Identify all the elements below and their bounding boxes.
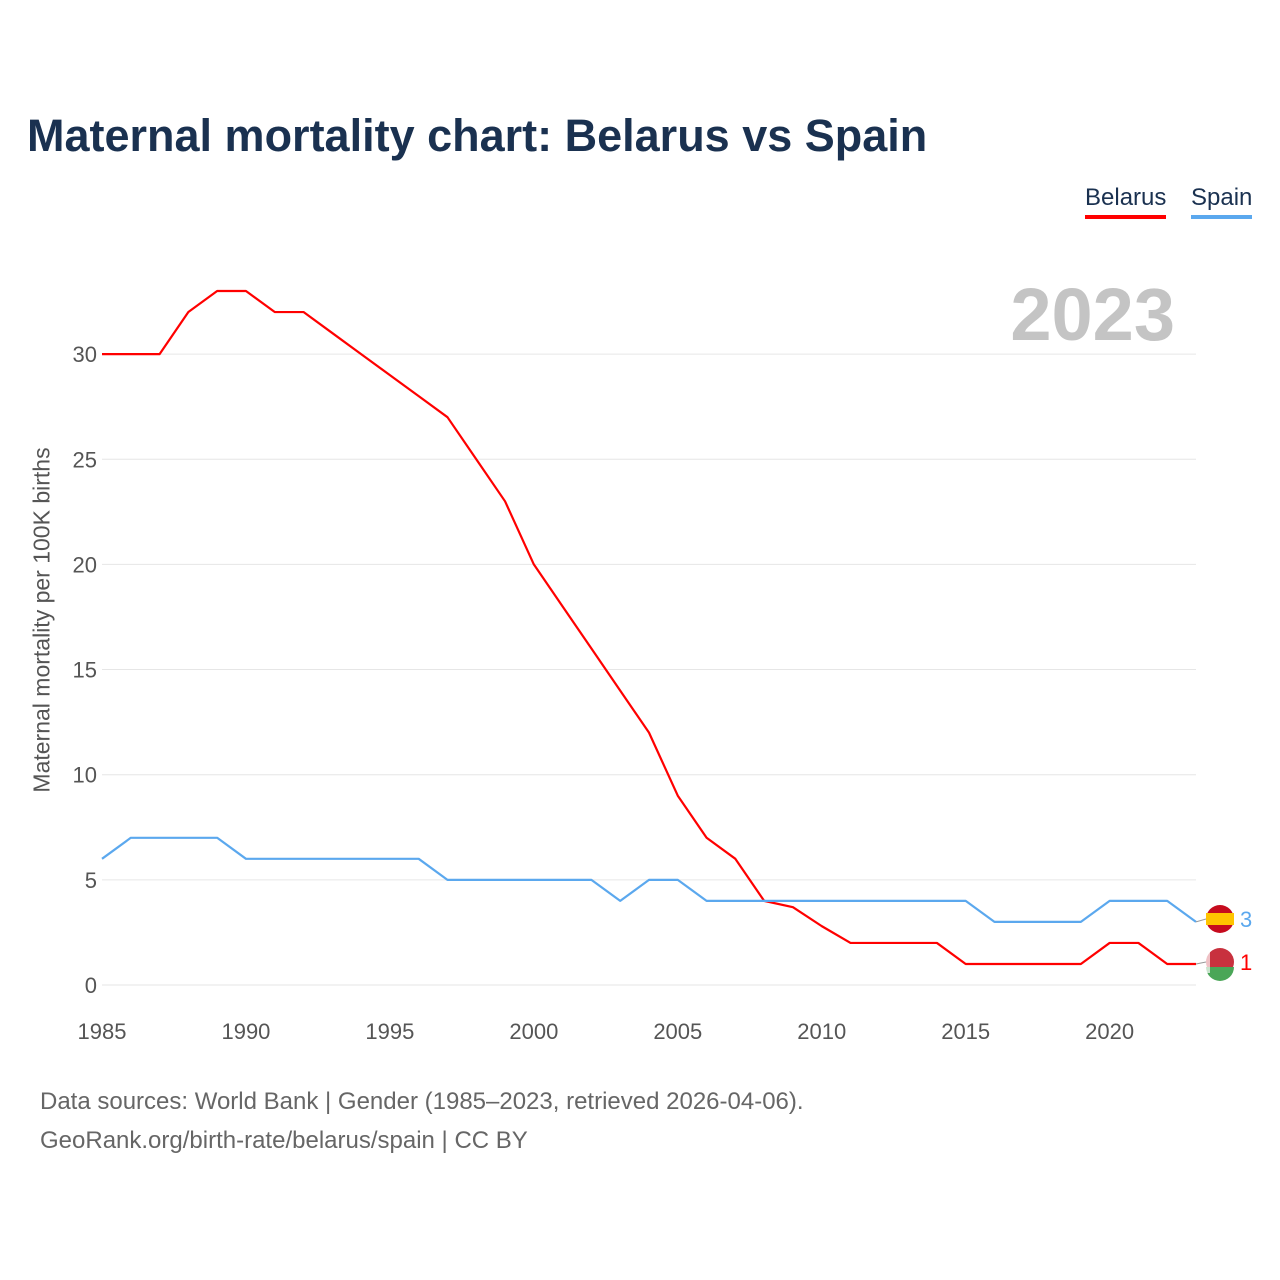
- x-tick-label: 2020: [1085, 1019, 1134, 1044]
- y-tick-label: 0: [85, 973, 97, 998]
- end-value-label: 1: [1240, 950, 1252, 975]
- spain-flag-yellow: [1206, 913, 1234, 925]
- x-tick-label: 1985: [78, 1019, 127, 1044]
- footer-link[interactable]: GeoRank.org/birth-rate/belarus/spain | C…: [40, 1127, 528, 1154]
- end-connector: [1195, 961, 1207, 965]
- end-value-label: 3: [1240, 907, 1252, 932]
- x-tick-label: 2010: [797, 1019, 846, 1044]
- chart-title: Maternal mortality chart: Belarus vs Spa…: [27, 110, 928, 161]
- end-connector: [1195, 918, 1207, 923]
- x-tick-label: 1990: [221, 1019, 270, 1044]
- x-tick-label: 2015: [941, 1019, 990, 1044]
- legend-spain[interactable]: Spain: [1191, 184, 1253, 219]
- x-tick-label: 2000: [509, 1019, 558, 1044]
- series-line-spain: [101, 836, 1197, 924]
- x-tick-label: 2005: [653, 1019, 702, 1044]
- y-tick-label: 20: [73, 552, 97, 577]
- x-tick-label: 1995: [365, 1019, 414, 1044]
- footer-sources: Data sources: World Bank | Gender (1985–…: [40, 1088, 804, 1115]
- belarus-flag-green: [1206, 967, 1234, 981]
- y-tick-label: 5: [85, 868, 97, 893]
- y-tick-label: 25: [73, 447, 97, 472]
- belarus-flag-ornament: [1206, 951, 1210, 973]
- year-display: 2023: [1010, 273, 1175, 356]
- legend-belarus[interactable]: Belarus: [1085, 184, 1167, 219]
- y-tick-label: 30: [73, 342, 97, 367]
- series-line-belarus: [102, 289, 1196, 966]
- y-tick-label: 15: [73, 658, 97, 683]
- y-tick-label: 10: [73, 763, 97, 788]
